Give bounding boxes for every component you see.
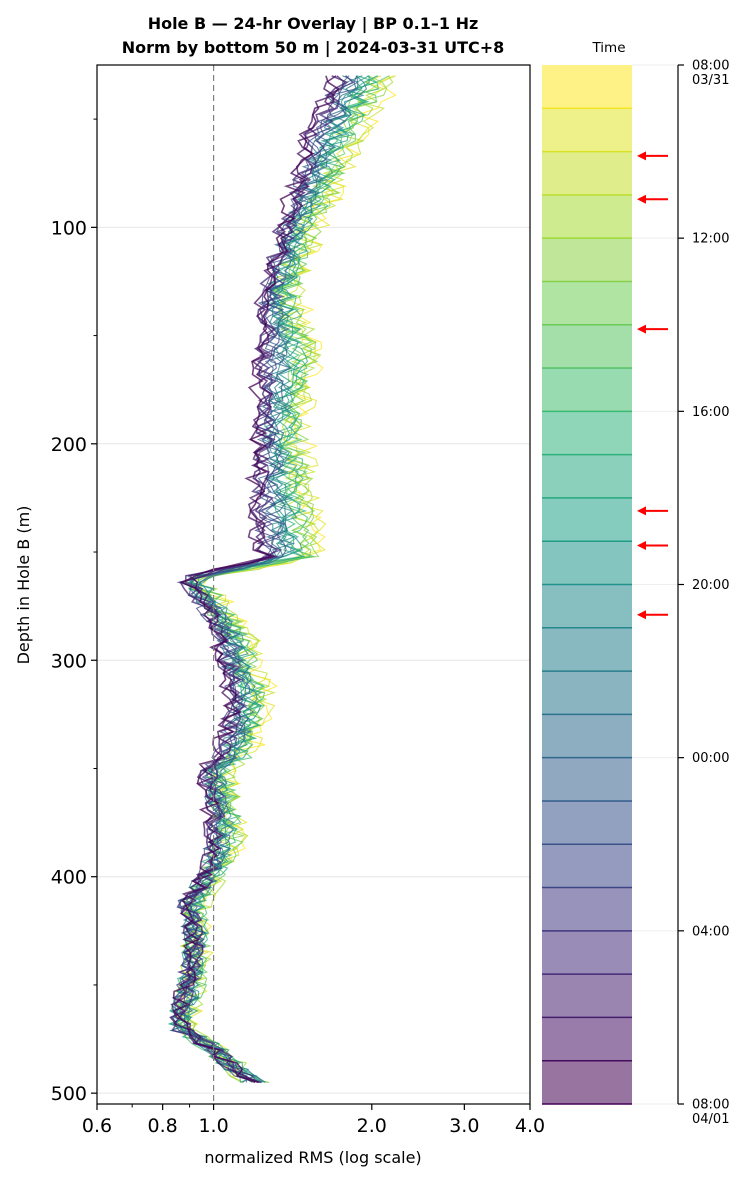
colorbar-segment bbox=[542, 454, 632, 498]
x-axis-label: normalized RMS (log scale) bbox=[204, 1148, 421, 1167]
colorbar-segment bbox=[542, 800, 632, 845]
colorbar-segment bbox=[542, 584, 632, 628]
y-axis-label: Depth in Hole B (m) bbox=[14, 506, 33, 665]
colorbar-segment bbox=[542, 194, 632, 239]
colorbar-segment bbox=[542, 411, 632, 455]
flag-arrows bbox=[637, 151, 668, 620]
x-tick-label: 1.0 bbox=[198, 1115, 228, 1137]
x-axis-ticks: 0.6 0.8 1.0 2.0 3.0 4.0 bbox=[82, 1104, 545, 1137]
colorbar-segment bbox=[542, 1060, 632, 1104]
colorbar-segment bbox=[542, 887, 632, 931]
colorbar-tick-label: 12:00 bbox=[692, 232, 729, 247]
colorbar-tick-label: 08:00 bbox=[692, 1098, 729, 1113]
flag-arrow bbox=[637, 541, 668, 551]
flag-arrow bbox=[637, 151, 668, 161]
colorbar-tick-label: 20:00 bbox=[692, 578, 729, 593]
colorbar-segment bbox=[542, 974, 632, 1018]
chart-title-line1: Hole B — 24-hr Overlay | BP 0.1–1 Hz bbox=[148, 14, 479, 34]
y-tick-label: 300 bbox=[51, 650, 87, 672]
colorbar-segment bbox=[542, 65, 632, 109]
series-line bbox=[179, 75, 385, 1083]
colorbar-segment bbox=[542, 1017, 632, 1061]
x-tick-label: 4.0 bbox=[515, 1115, 545, 1137]
colorbar-segment bbox=[542, 497, 632, 542]
x-tick-label: 3.0 bbox=[449, 1115, 479, 1137]
x-tick-label: 0.6 bbox=[82, 1115, 112, 1137]
colorbar-label: Time bbox=[591, 40, 625, 56]
series-line bbox=[172, 75, 337, 1084]
flag-arrow bbox=[637, 324, 668, 334]
colorbar-segment bbox=[542, 671, 632, 715]
x-tick-label: 2.0 bbox=[357, 1115, 387, 1137]
flag-arrow bbox=[637, 194, 668, 204]
grid-lines bbox=[97, 226, 530, 1094]
colorbar-segment bbox=[542, 757, 632, 801]
colorbar-segment bbox=[542, 930, 632, 975]
y-axis-ticks: 100 200 300 400 500 bbox=[51, 118, 97, 1105]
series-group bbox=[167, 75, 397, 1084]
colorbar-tick-label: 08:00 bbox=[692, 59, 729, 74]
plot-frame bbox=[96, 64, 531, 1105]
colorbar-segment bbox=[542, 108, 632, 152]
x-tick-label: 0.8 bbox=[148, 1115, 178, 1137]
y-tick-label: 500 bbox=[51, 1083, 87, 1105]
colorbar-segment bbox=[542, 238, 632, 282]
colorbar-segment bbox=[542, 844, 632, 888]
colorbar bbox=[542, 65, 632, 1105]
colorbar-gridlines bbox=[632, 64, 678, 1105]
series-line bbox=[169, 75, 346, 1084]
plot-area: 0.6 0.8 1.0 2.0 3.0 4.0 100 200 300 400 500 bbox=[51, 64, 545, 1137]
flag-arrow bbox=[637, 506, 668, 516]
colorbar-tick-label: 00:00 bbox=[692, 751, 729, 766]
colorbar-segment bbox=[542, 324, 632, 369]
y-tick-label: 100 bbox=[51, 217, 87, 239]
colorbar-tick-label: 04:00 bbox=[692, 924, 729, 939]
colorbar-segment bbox=[542, 151, 632, 195]
colorbar-segment bbox=[542, 368, 632, 412]
series-line bbox=[172, 75, 340, 1084]
colorbar-segment bbox=[542, 281, 632, 325]
colorbar-segment bbox=[542, 541, 632, 585]
colorbar-segment bbox=[542, 627, 632, 672]
series-line bbox=[178, 75, 394, 1083]
y-tick-label: 400 bbox=[51, 867, 87, 889]
colorbar-tick-date: 04/01 bbox=[692, 1112, 729, 1127]
colorbar-tick-label: 16:00 bbox=[692, 405, 729, 420]
colorbar-segment bbox=[542, 714, 632, 758]
flag-arrow bbox=[637, 610, 668, 620]
chart-title-line2: Norm by bottom 50 m | 2024-03-31 UTC+8 bbox=[122, 38, 505, 58]
y-tick-label: 200 bbox=[51, 434, 87, 456]
series-line bbox=[177, 75, 390, 1083]
colorbar-ticks: 08:0003/3112:0016:0020:0000:0004:0008:00… bbox=[678, 59, 729, 1127]
colorbar-tick-date: 03/31 bbox=[692, 73, 729, 88]
